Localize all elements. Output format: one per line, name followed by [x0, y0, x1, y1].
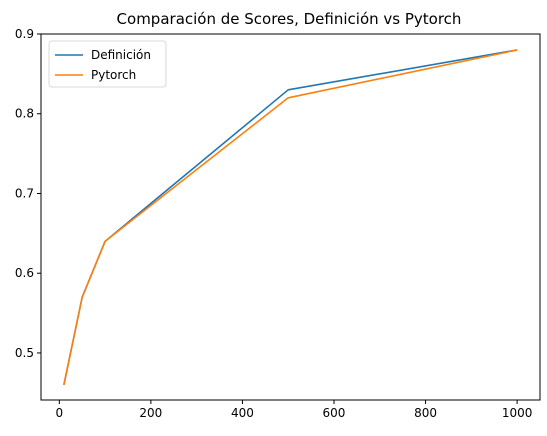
- legend-label: Pytorch: [91, 68, 136, 82]
- x-tick-label: 1000: [502, 406, 533, 420]
- y-tick-label: 0.5: [15, 346, 34, 360]
- legend-label: Definición: [91, 48, 151, 62]
- y-tick-label: 0.6: [15, 266, 34, 280]
- plot-frame: [40, 33, 541, 401]
- x-tick-label: 800: [414, 406, 437, 420]
- series-layer: [63, 49, 518, 386]
- x-tick-label: 600: [323, 406, 346, 420]
- series-line-0: [63, 49, 518, 386]
- legend: Definición Pytorch: [48, 40, 167, 88]
- x-axis: 0 200 400 600 800 1000: [55, 400, 532, 420]
- y-tick-label: 0.8: [15, 107, 34, 121]
- y-tick-label: 0.9: [15, 27, 34, 41]
- chart-title: Comparación de Scores, Definición vs Pyt…: [117, 10, 462, 28]
- x-tick-label: 200: [139, 406, 162, 420]
- x-tick-label: 0: [55, 406, 63, 420]
- x-tick-label: 400: [231, 406, 254, 420]
- y-axis: 0.5 0.6 0.7 0.8 0.9: [15, 27, 41, 360]
- series-line-1: [63, 49, 518, 386]
- y-tick-label: 0.7: [15, 186, 34, 200]
